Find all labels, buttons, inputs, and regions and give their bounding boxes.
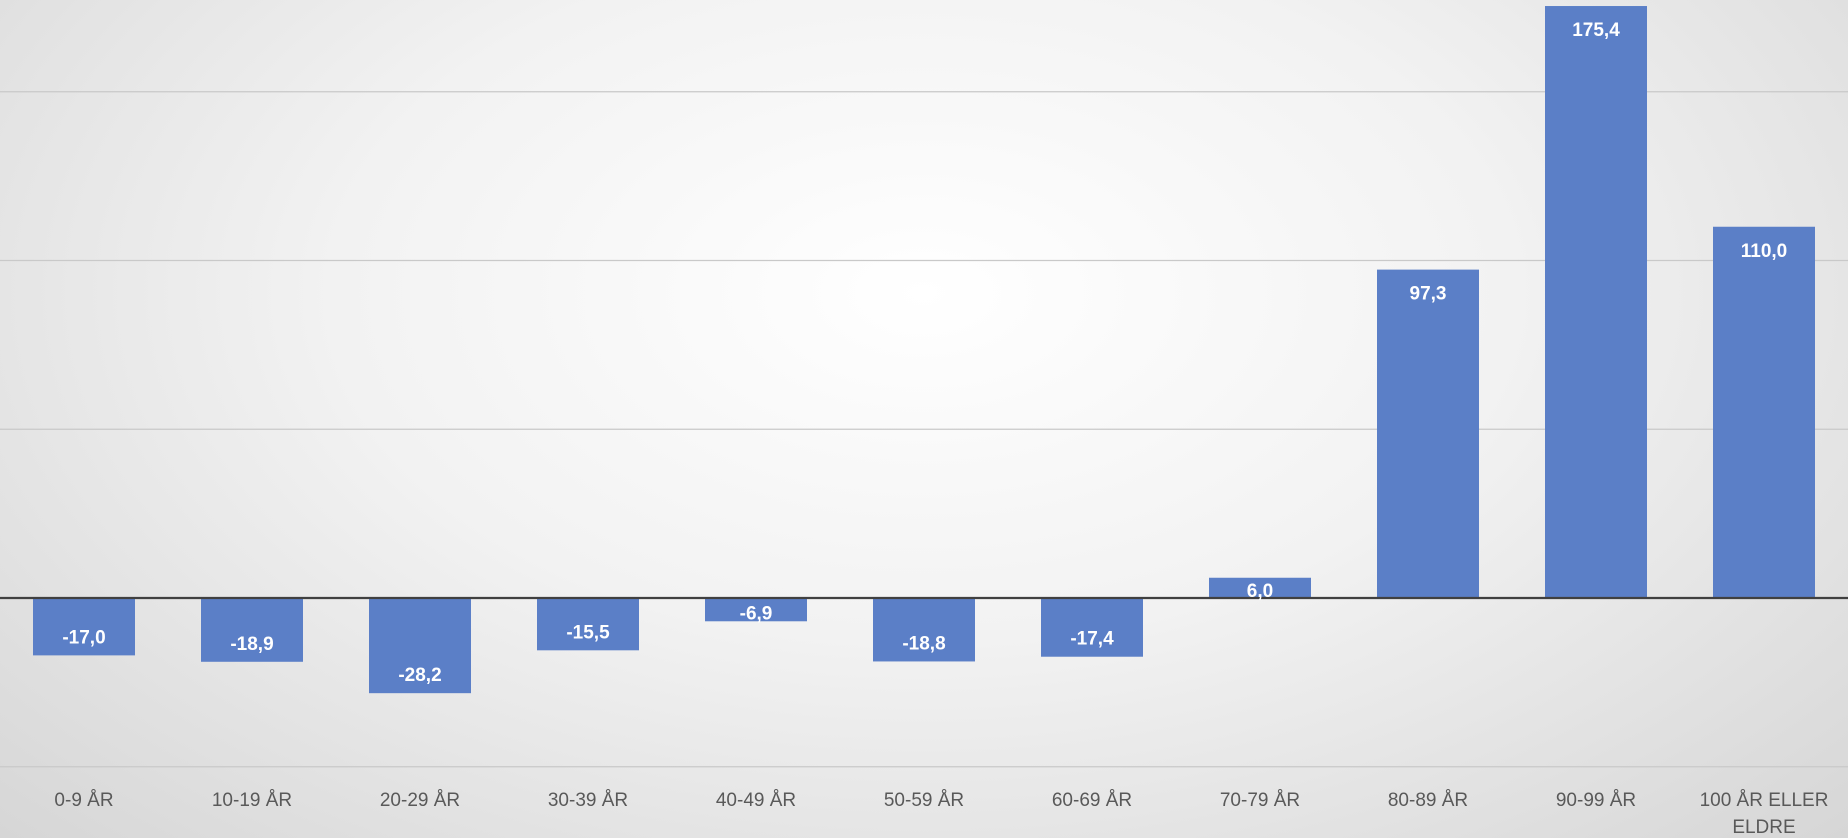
- gridlines: [0, 91, 1848, 768]
- category-label-4: 40-49 ÅR: [716, 790, 796, 811]
- bar-0: [33, 598, 135, 656]
- bar-3: [537, 598, 639, 651]
- data-label-0: -17,0: [62, 627, 105, 648]
- data-label-9: 175,4: [1572, 20, 1620, 41]
- bar-9: [1545, 6, 1647, 598]
- category-label-8: 80-89 ÅR: [1388, 790, 1468, 811]
- category-label-7: 70-79 ÅR: [1220, 790, 1300, 811]
- data-labels: -17,0 -18,9 -28,2 -15,5 -6,9 -18,8 -17,4 6,0 97,…: [62, 20, 1787, 686]
- bar-6: [1041, 598, 1143, 657]
- category-label-5: 50-59 ÅR: [884, 790, 964, 811]
- bar-10: [1713, 226, 1815, 598]
- category-label-2: 20-29 ÅR: [380, 790, 460, 811]
- data-label-5: -18,8: [902, 633, 945, 654]
- bar-8: [1377, 269, 1479, 598]
- category-label-3: 30-39 ÅR: [548, 790, 628, 811]
- category-label-10: 100 ÅR ELLER ELDRE: [1700, 790, 1829, 838]
- data-label-4: -6,9: [740, 603, 773, 624]
- bar-4: [705, 598, 807, 622]
- data-label-8: 97,3: [1410, 284, 1447, 305]
- data-label-1: -18,9: [230, 634, 273, 655]
- bar-2: [369, 598, 471, 694]
- category-label-9: 90-99 ÅR: [1556, 790, 1636, 811]
- bar-5: [873, 598, 975, 662]
- category-labels: 0-9 ÅR 10-19 ÅR 20-29 ÅR 30-39 ÅR 40-49 ÅR 50…: [54, 790, 1828, 838]
- bar-7: [1209, 577, 1311, 598]
- data-label-2: -28,2: [398, 665, 441, 686]
- category-label-0: 0-9 ÅR: [54, 790, 113, 811]
- category-label-1: 10-19 ÅR: [212, 790, 292, 811]
- bars: [33, 6, 1815, 694]
- bar-1: [201, 598, 303, 662]
- category-label-6: 60-69 ÅR: [1052, 790, 1132, 811]
- data-label-6: -17,4: [1070, 629, 1114, 650]
- data-label-7: 6,0: [1247, 581, 1273, 602]
- data-label-10: 110,0: [1741, 241, 1788, 262]
- data-label-3: -15,5: [566, 622, 610, 643]
